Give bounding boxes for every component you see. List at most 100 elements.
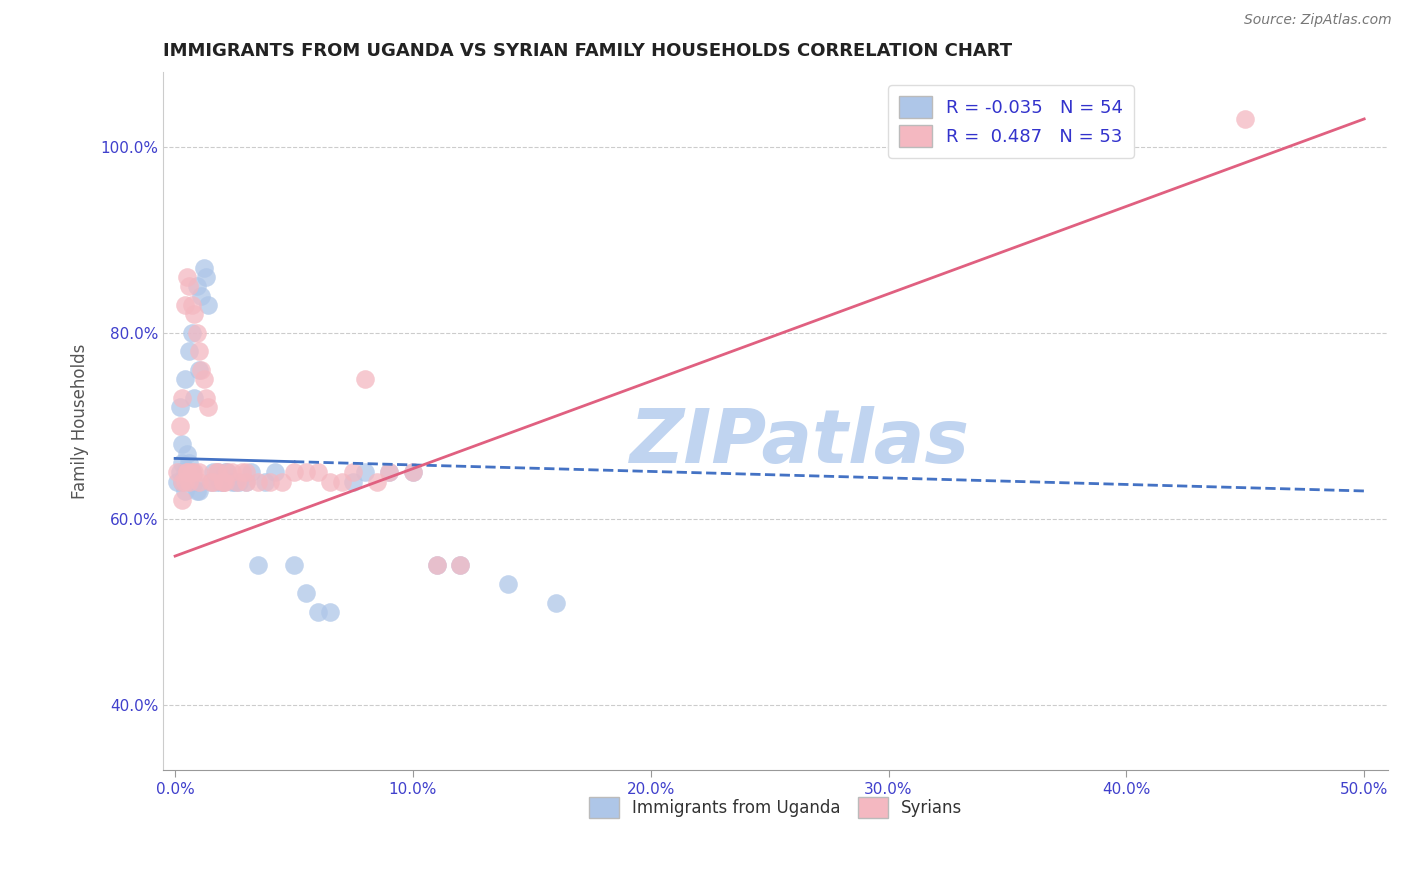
Point — [496, 577, 519, 591]
Point — [187, 466, 209, 480]
Point — [176, 466, 198, 480]
Point — [173, 466, 195, 480]
Point — [402, 466, 425, 480]
Point — [187, 363, 209, 377]
Text: Source: ZipAtlas.com: Source: ZipAtlas.com — [1244, 13, 1392, 28]
Point — [183, 391, 205, 405]
Point — [172, 391, 194, 405]
Point — [180, 326, 202, 340]
Point — [235, 475, 257, 489]
Point — [176, 466, 198, 480]
Point — [231, 466, 253, 480]
Point — [186, 279, 208, 293]
Point — [166, 475, 188, 489]
Point — [330, 475, 353, 489]
Point — [450, 558, 472, 573]
Point — [247, 558, 270, 573]
Point — [207, 466, 229, 480]
Point — [172, 475, 194, 489]
Point — [378, 466, 401, 480]
Point — [187, 344, 209, 359]
Point — [197, 401, 219, 415]
Point — [193, 372, 215, 386]
Point — [179, 344, 201, 359]
Point — [235, 475, 257, 489]
Point — [221, 466, 243, 480]
Point — [179, 475, 201, 489]
Point — [342, 475, 364, 489]
Point — [183, 466, 205, 480]
Point — [221, 475, 243, 489]
Point — [259, 475, 281, 489]
Point — [190, 288, 212, 302]
Point — [180, 466, 202, 480]
Point — [179, 475, 201, 489]
Point — [172, 475, 194, 489]
Point — [173, 298, 195, 312]
Point — [169, 401, 191, 415]
Point — [186, 483, 208, 498]
Point — [173, 483, 195, 498]
Point — [211, 475, 233, 489]
Point — [214, 466, 236, 480]
Point — [402, 466, 425, 480]
Point — [180, 466, 202, 480]
Point — [318, 475, 340, 489]
Point — [217, 466, 239, 480]
Point — [169, 466, 191, 480]
Point — [217, 466, 239, 480]
Point — [183, 475, 205, 489]
Point — [450, 558, 472, 573]
Point — [354, 466, 377, 480]
Point — [176, 447, 198, 461]
Point — [186, 326, 208, 340]
Point — [183, 307, 205, 321]
Point — [200, 475, 222, 489]
Point — [176, 270, 198, 285]
Text: ZIPatlas: ZIPatlas — [630, 406, 970, 479]
Point — [295, 586, 318, 600]
Point — [318, 605, 340, 619]
Point — [283, 558, 305, 573]
Point — [354, 372, 377, 386]
Point — [173, 475, 195, 489]
Point — [224, 475, 246, 489]
Point — [176, 466, 198, 480]
Point — [211, 475, 233, 489]
Point — [226, 475, 249, 489]
Point — [169, 418, 191, 433]
Point — [195, 270, 218, 285]
Point — [172, 437, 194, 451]
Point — [228, 475, 250, 489]
Point — [240, 466, 263, 480]
Point — [190, 363, 212, 377]
Point — [200, 475, 222, 489]
Point — [426, 558, 449, 573]
Point — [295, 466, 318, 480]
Point — [1234, 112, 1257, 126]
Point — [172, 456, 194, 470]
Point — [426, 558, 449, 573]
Point — [197, 298, 219, 312]
Point — [307, 466, 329, 480]
Point — [179, 279, 201, 293]
Point — [202, 475, 225, 489]
Point — [166, 466, 188, 480]
Point — [187, 483, 209, 498]
Legend: Immigrants from Uganda, Syrians: Immigrants from Uganda, Syrians — [582, 791, 969, 824]
Point — [264, 466, 287, 480]
Point — [204, 475, 226, 489]
Point — [202, 466, 225, 480]
Point — [235, 466, 257, 480]
Point — [180, 298, 202, 312]
Point — [366, 475, 388, 489]
Point — [342, 466, 364, 480]
Point — [283, 466, 305, 480]
Point — [247, 475, 270, 489]
Point — [254, 475, 277, 489]
Point — [209, 475, 232, 489]
Point — [179, 456, 201, 470]
Point — [378, 466, 401, 480]
Text: IMMIGRANTS FROM UGANDA VS SYRIAN FAMILY HOUSEHOLDS CORRELATION CHART: IMMIGRANTS FROM UGANDA VS SYRIAN FAMILY … — [163, 42, 1012, 60]
Point — [193, 260, 215, 275]
